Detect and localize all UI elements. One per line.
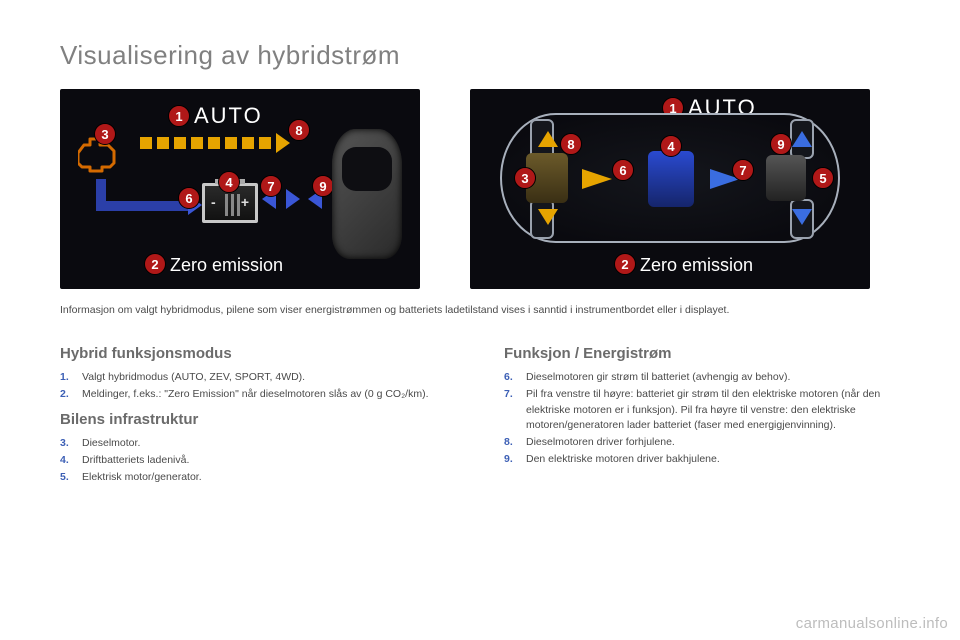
battery-minus-label: - — [211, 194, 216, 210]
list-item: 2. Meldinger, f.eks.: "Zero Emission" når… — [60, 387, 456, 402]
content-columns: Hybrid funksjonsmodus 1. Valgt hybridmodu… — [60, 337, 900, 491]
list-item: 6. Dieselmotoren gir strøm til batteriet … — [504, 370, 900, 385]
diagram-row: AUTO 1 3 8 - + 4 6 7 9 Zer — [60, 89, 900, 289]
left-column: Hybrid funksjonsmodus 1. Valgt hybridmodu… — [60, 337, 456, 491]
item-number: 9. — [504, 452, 513, 467]
list-energy-flow: 6. Dieselmotoren gir strøm til batteriet … — [504, 370, 900, 467]
arrow-icon — [538, 131, 558, 147]
item-text: Meldinger, f.eks.: "Zero Emission" når d… — [82, 388, 429, 400]
item-text: Driftbatteriets ladenivå. — [82, 454, 189, 466]
badge-2: 2 — [144, 253, 166, 275]
section-heading: Hybrid funksjonsmodus — [60, 345, 456, 362]
list-item: 5. Elektrisk motor/generator. — [60, 470, 456, 485]
zero-emission-label: Zero emission — [170, 255, 283, 276]
diagram-display: AUTO 1 3 8 4 6 7 9 5 Zero emission 2 — [470, 89, 870, 289]
badge-5: 5 — [812, 167, 834, 189]
item-text: Elektrisk motor/generator. — [82, 471, 202, 483]
badge-8: 8 — [560, 133, 582, 155]
item-number: 6. — [504, 370, 513, 385]
badge-8: 8 — [288, 119, 310, 141]
list-item: 8. Dieselmotoren driver forhjulene. — [504, 435, 900, 450]
page-title: Visualisering av hybridstrøm — [60, 40, 900, 71]
arrow-icon — [792, 131, 812, 147]
section-heading: Funksjon / Energistrøm — [504, 345, 900, 362]
list-item: 3. Dieselmotor. — [60, 436, 456, 451]
list-hybrid-mode: 1. Valgt hybridmodus (AUTO, ZEV, SPORT, 4… — [60, 370, 456, 402]
list-item: 1. Valgt hybridmodus (AUTO, ZEV, SPORT, 4… — [60, 370, 456, 385]
right-column: Funksjon / Energistrøm 6. Dieselmotoren g… — [504, 337, 900, 491]
battery-plus-label: + — [241, 194, 249, 210]
auto-mode-label: AUTO — [194, 103, 263, 129]
badge-3: 3 — [94, 123, 116, 145]
badge-2: 2 — [614, 253, 636, 275]
car-icon — [332, 129, 402, 259]
item-text: Valgt hybridmodus (AUTO, ZEV, SPORT, 4WD… — [82, 371, 305, 383]
item-number: 1. — [60, 370, 69, 385]
badge-6: 6 — [612, 159, 634, 181]
arrow-icon — [792, 209, 812, 225]
item-text: Dieselmotoren driver forhjulene. — [526, 436, 675, 448]
list-item: 9. Den elektriske motoren driver bakhjule… — [504, 452, 900, 467]
list-item: 4. Driftbatteriets ladenivå. — [60, 453, 456, 468]
badge-9: 9 — [770, 133, 792, 155]
flow-engine-to-wheels — [140, 137, 290, 149]
item-number: 2. — [60, 387, 69, 402]
module-motor-icon — [766, 155, 806, 201]
diagram-instrument-cluster: AUTO 1 3 8 - + 4 6 7 9 Zer — [60, 89, 420, 289]
badge-3: 3 — [514, 167, 536, 189]
item-text: Dieselmotor. — [82, 437, 140, 449]
badge-6: 6 — [178, 187, 200, 209]
list-item: 7. Pil fra venstre til høyre: batteriet g… — [504, 387, 900, 433]
badge-9: 9 — [312, 175, 334, 197]
badge-7: 7 — [732, 159, 754, 181]
item-text: Den elektriske motoren driver bakhjulene… — [526, 453, 720, 465]
badge-7: 7 — [260, 175, 282, 197]
badge-1: 1 — [168, 105, 190, 127]
zero-emission-label: Zero emission — [640, 255, 753, 276]
item-text: Dieselmotoren gir strøm til batteriet (a… — [526, 371, 790, 383]
module-battery-icon — [648, 151, 694, 207]
item-number: 4. — [60, 453, 69, 468]
item-number: 3. — [60, 436, 69, 451]
caption-text: Informasjon om valgt hybridmodus, pilene… — [60, 303, 900, 317]
item-number: 8. — [504, 435, 513, 450]
arrow-icon — [538, 209, 558, 225]
badge-4: 4 — [218, 171, 240, 193]
arrow-icon — [582, 169, 612, 189]
section-heading: Bilens infrastruktur — [60, 411, 456, 428]
watermark-text: carmanualsonline.info — [796, 615, 948, 632]
item-number: 7. — [504, 387, 513, 402]
arrow-icon — [286, 189, 300, 209]
item-number: 5. — [60, 470, 69, 485]
flow-segment — [96, 201, 192, 211]
list-infrastructure: 3. Dieselmotor. 4. Driftbatteriets ladeniv… — [60, 436, 456, 486]
badge-4: 4 — [660, 135, 682, 157]
item-text: Pil fra venstre til høyre: batteriet gir… — [526, 388, 880, 430]
